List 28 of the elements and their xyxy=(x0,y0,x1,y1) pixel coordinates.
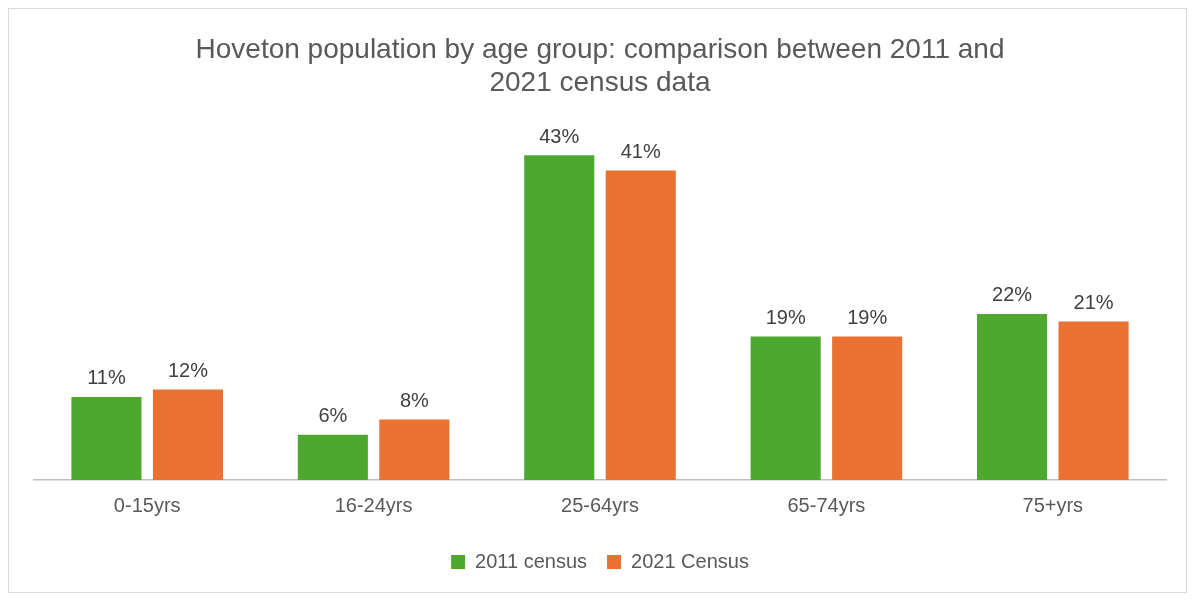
data-label: 21% xyxy=(1073,290,1114,313)
bar xyxy=(379,419,450,480)
bar xyxy=(750,336,821,480)
data-label: 8% xyxy=(399,389,430,412)
x-tick-label: 0-15yrs xyxy=(113,493,181,516)
data-label: 6% xyxy=(318,404,348,427)
data-label: 11% xyxy=(87,366,126,389)
chart-title: Hoveton population by age group: comparison between 2011 and 2021 census data xyxy=(195,32,1005,98)
bar xyxy=(605,170,676,480)
data-label: 19% xyxy=(847,306,888,329)
bar xyxy=(832,336,903,480)
data-label: 22% xyxy=(992,283,1033,306)
x-tick-label: 75+yrs xyxy=(1022,493,1084,516)
data-label: 41% xyxy=(620,139,661,162)
data-label: 43% xyxy=(539,124,580,147)
bar xyxy=(524,155,595,480)
x-tick-label: 25-64yrs xyxy=(561,493,639,516)
bar xyxy=(297,434,368,480)
data-label: 19% xyxy=(765,306,806,329)
bar xyxy=(1058,321,1129,480)
bar xyxy=(152,389,223,480)
legend-label: 2021 Census xyxy=(631,549,749,572)
x-tick-label: 65-74yrs xyxy=(787,493,866,516)
bar xyxy=(977,313,1048,480)
bar xyxy=(71,396,142,480)
x-tick-label: 16-24yrs xyxy=(334,493,413,516)
legend-label: 2011 census xyxy=(475,549,588,572)
data-label: 12% xyxy=(167,358,209,381)
